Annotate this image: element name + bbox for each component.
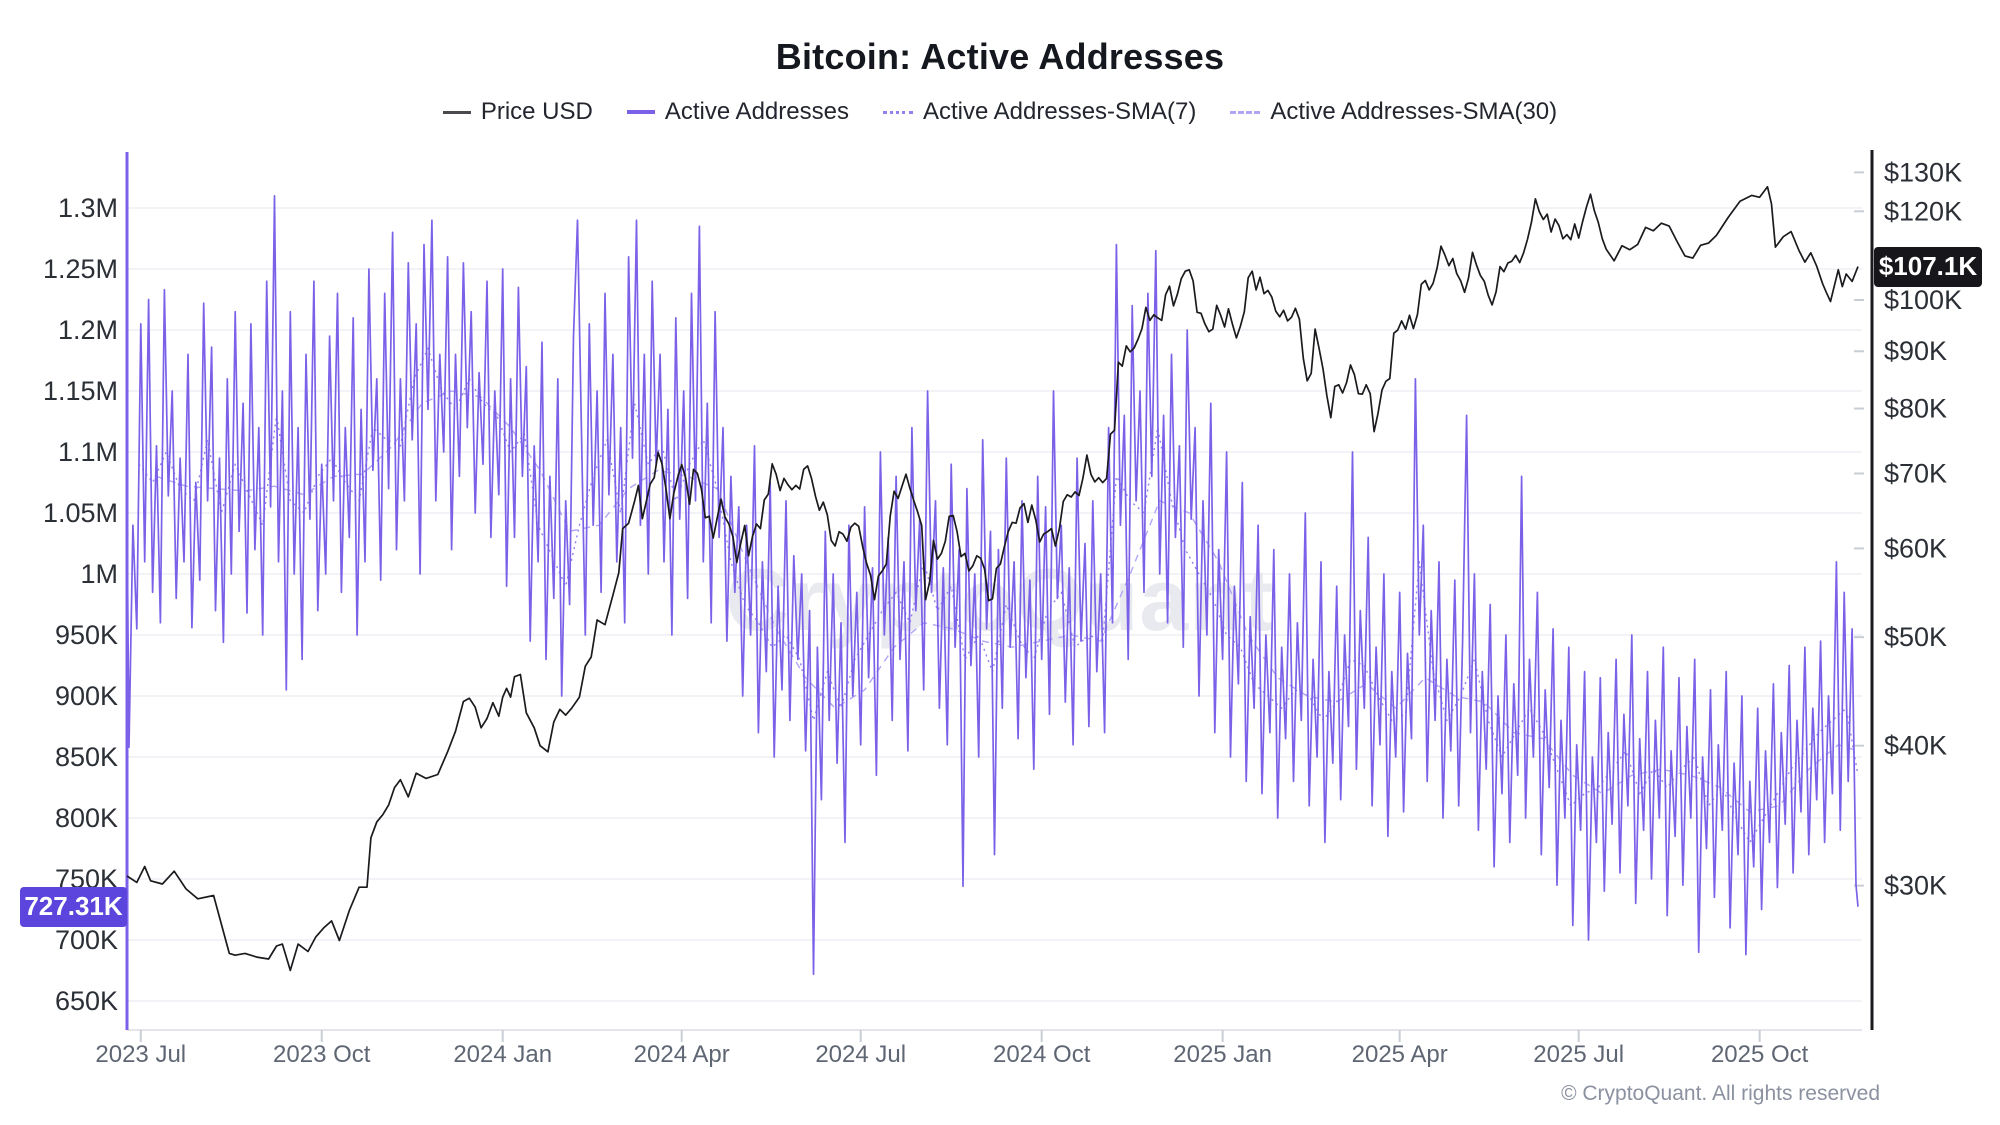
right-axis-label: $120K <box>1884 196 1962 226</box>
x-axis-label: 2025 Jan <box>1173 1041 1272 1068</box>
left-axis-label: 800K <box>55 803 118 833</box>
left-axis-label: 1.25M <box>43 254 118 284</box>
price-usd-line <box>126 185 1859 972</box>
right-axis-label: $30K <box>1884 871 1947 901</box>
left-axis-label: 1.05M <box>43 498 118 528</box>
x-axis-label: 2024 Jan <box>453 1041 552 1068</box>
price-value-badge: $107.1K <box>1874 246 1982 287</box>
left-axis-label: 850K <box>55 742 118 772</box>
x-axis-label: 2025 Apr <box>1352 1041 1448 1068</box>
active-addresses-line <box>126 194 1859 976</box>
left-axis-label: 1.15M <box>43 376 118 406</box>
left-axis-label: 1.1M <box>58 437 118 467</box>
legend-item-label: Price USD <box>480 98 593 125</box>
x-axis-label: 2023 Oct <box>273 1041 371 1068</box>
page-title: Bitcoin: Active Addresses <box>775 36 1225 77</box>
left-axis-label: 950K <box>55 620 118 650</box>
copyright-footer: © CryptoQuant. All rights reserved <box>1561 1082 1880 1105</box>
x-axis-label: 2023 Jul <box>95 1041 186 1068</box>
x-axis-label: 2025 Oct <box>1711 1041 1809 1068</box>
x-axis-label: 2024 Oct <box>993 1041 1091 1068</box>
right-axis-label: $100K <box>1884 285 1962 315</box>
right-axis-label: $90K <box>1884 336 1947 366</box>
legend-item-label: Active Addresses-SMA(7) <box>922 98 1197 125</box>
right-axis-label: $50K <box>1884 622 1947 652</box>
legend-swatch-icon <box>1230 110 1261 114</box>
legend-item-active-addresses[interactable]: Active Addresses <box>626 98 849 126</box>
legend-item-label: Active Addresses <box>664 98 849 125</box>
left-axis-label: 900K <box>55 681 118 711</box>
legend-swatch-icon <box>442 110 471 114</box>
legend-item-active-addresses-sma-7-[interactable]: Active Addresses-SMA(7) <box>882 98 1197 126</box>
active-addresses-sma-7--line <box>138 347 1859 844</box>
right-axis-label: $40K <box>1884 731 1947 761</box>
active-addresses-value-badge: 727.31K <box>20 886 127 927</box>
left-axis-label: 1M <box>80 559 118 589</box>
legend-item-price-usd[interactable]: Price USD <box>442 98 593 126</box>
legend-item-active-addresses-sma-30-[interactable]: Active Addresses-SMA(30) <box>1230 98 1557 126</box>
left-axis-label: 700K <box>55 925 118 955</box>
right-axis-label: $60K <box>1884 533 1947 563</box>
right-axis-label: $80K <box>1884 394 1947 424</box>
legend: Price USD Active Addresses Active Addresse… <box>0 98 2000 126</box>
x-axis-label: 2025 Jul <box>1533 1041 1624 1068</box>
right-axis-label: $70K <box>1884 458 1947 488</box>
x-axis-label: 2024 Apr <box>634 1041 730 1068</box>
legend-item-label: Active Addresses-SMA(30) <box>1270 98 1558 125</box>
legend-swatch-icon <box>882 110 913 114</box>
legend-swatch-icon <box>626 110 655 114</box>
left-axis-label: 1.3M <box>58 193 118 223</box>
left-axis-label: 1.2M <box>58 315 118 345</box>
right-axis-label: $130K <box>1884 157 1962 187</box>
x-axis-label: 2024 Jul <box>815 1041 906 1068</box>
left-axis-label: 650K <box>55 986 118 1016</box>
